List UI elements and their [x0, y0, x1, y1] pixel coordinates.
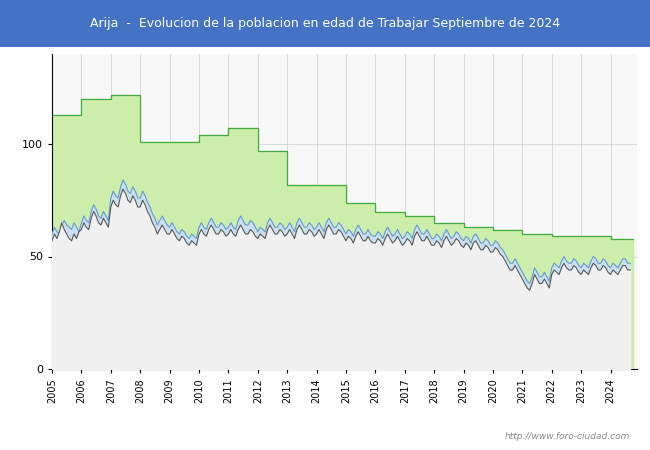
- Text: Arija  -  Evolucion de la poblacion en edad de Trabajar Septiembre de 2024: Arija - Evolucion de la poblacion en eda…: [90, 17, 560, 30]
- Text: http://www.foro-ciudad.com: http://www.foro-ciudad.com: [505, 432, 630, 441]
